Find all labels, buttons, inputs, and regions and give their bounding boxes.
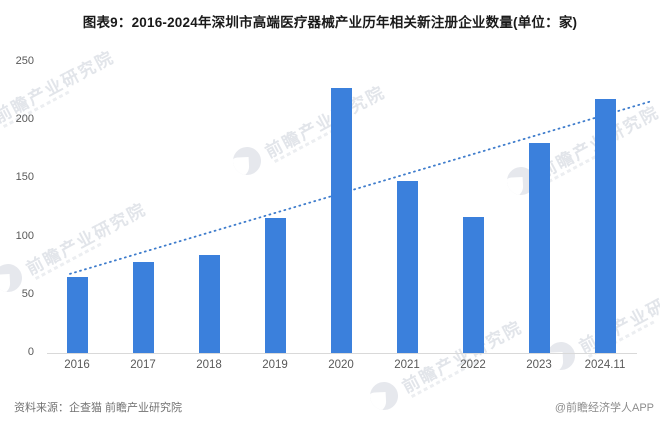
x-axis-tick-label: 2023 [526,359,552,371]
bar-2024.11 [594,99,616,353]
y-axis-tick-label: 50 [21,287,34,300]
y-axis-tick-label: 200 [15,113,34,126]
x-axis-tick-label: 2022 [460,359,486,371]
x-axis-tick-label: 2021 [394,359,420,371]
bar-2018 [198,255,220,353]
y-axis-tick-label: 0 [27,346,34,358]
x-axis-tick-label: 2020 [328,359,354,371]
bar-2019 [264,217,286,353]
bar-2023 [528,143,550,353]
bar-2016 [66,277,88,353]
y-axis-tick-label: 100 [15,229,34,242]
y-axis-tick-label: 150 [15,171,34,184]
x-axis-tick-label: 2019 [262,359,288,371]
bar-2022 [462,216,484,353]
x-axis-tick-label: 2016 [64,359,90,371]
y-axis-tick-label: 250 [15,55,34,67]
credit-note: @前瞻经济学人APP [554,402,654,414]
x-axis-tick-label: 2017 [130,359,156,371]
trendline [69,100,651,275]
data-source-note: 资料来源：企查猫 前瞻产业研究院 [14,402,183,414]
chart-title: 图表9：2016-2024年深圳市高端医疗器械产业历年相关新注册企业数量(单位：… [82,15,578,30]
bar-2021 [396,180,418,353]
bar-2017 [132,262,154,353]
x-axis-tick-label: 2018 [196,359,222,371]
x-axis-line [47,353,637,354]
x-axis-tick-label: 2024.11 [584,359,626,371]
bar-2020 [330,87,352,353]
